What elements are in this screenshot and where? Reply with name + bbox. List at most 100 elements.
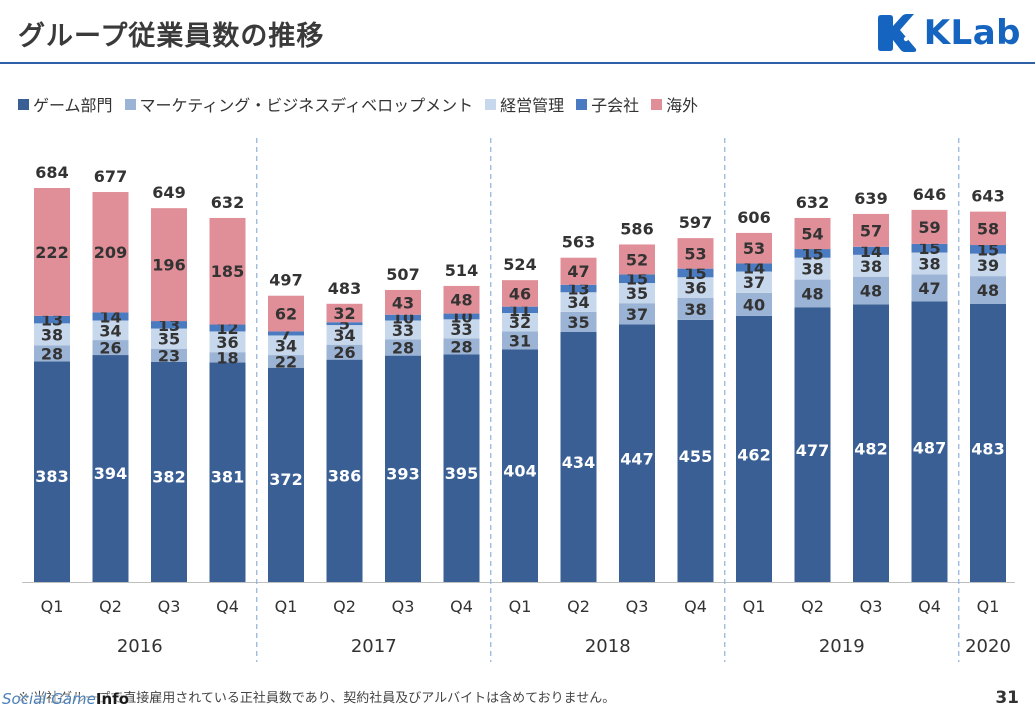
- data-label: 57: [860, 221, 882, 240]
- bar-segment: [502, 331, 538, 350]
- x-tick-label: Q1: [977, 597, 1000, 616]
- bar-segment: [619, 274, 655, 284]
- data-label: 483: [971, 439, 1004, 458]
- total-label: 483: [328, 279, 361, 298]
- bar-segment: [151, 328, 187, 349]
- bar-segment: [853, 254, 889, 277]
- data-label: 58: [977, 219, 999, 238]
- logo-text: KLab: [923, 13, 1021, 53]
- total-label: 524: [503, 255, 536, 274]
- data-label: 43: [392, 293, 414, 312]
- legend-item-management: 経営管理: [485, 92, 564, 116]
- bar-segment: [619, 244, 655, 275]
- watermark: Social GameInfo: [2, 690, 129, 708]
- bar-segment: [151, 361, 187, 582]
- bar-segment: [736, 271, 772, 293]
- bar-segment: [34, 345, 70, 362]
- legend-item-overseas: 海外: [651, 92, 698, 116]
- bar-segment: [385, 289, 421, 315]
- x-tick-label: Q4: [216, 597, 239, 616]
- bar-segment: [34, 323, 70, 346]
- x-tick-label: Q4: [684, 597, 707, 616]
- bar-segment: [326, 344, 363, 360]
- data-label: 32: [509, 313, 531, 332]
- bar-segment: [268, 331, 304, 336]
- data-label: 383: [35, 467, 68, 486]
- bar-segment: [853, 304, 889, 582]
- bar-segment: [151, 208, 187, 322]
- bar-segment: [502, 349, 538, 582]
- bar-segment: [970, 253, 1006, 277]
- bar-segment: [794, 279, 831, 308]
- bar-segment: [92, 192, 129, 313]
- bar-segment: [209, 217, 246, 325]
- data-label: 15: [684, 264, 706, 283]
- data-label: 47: [918, 279, 940, 298]
- x-tick-label: Q1: [275, 597, 298, 616]
- data-label: 37: [743, 273, 765, 292]
- bar-segment: [34, 188, 70, 316]
- data-label: 222: [35, 243, 68, 262]
- bar-segment: [794, 217, 831, 250]
- bar-segment: [151, 321, 187, 329]
- legend-swatch-subsidiary: [576, 98, 588, 110]
- bar-segment: [853, 246, 889, 255]
- bar-segment: [911, 243, 948, 253]
- total-label: 606: [737, 208, 770, 227]
- legend-label-game: ゲーム部門: [33, 96, 113, 115]
- data-label: 395: [445, 464, 478, 483]
- bar-segment: [268, 367, 304, 582]
- bar-segment: [209, 324, 246, 332]
- bar-segment: [385, 339, 421, 356]
- data-label: 462: [737, 445, 770, 464]
- bar-segment: [560, 292, 597, 312]
- page-title: グループ従業員数の推移: [18, 21, 325, 52]
- legend-label-management: 経営管理: [500, 96, 565, 115]
- data-label: 46: [509, 284, 531, 303]
- legend-item-subsidiary: 子会社: [576, 92, 639, 116]
- bar-segment: [736, 315, 772, 582]
- data-label: 196: [152, 256, 185, 275]
- bar-segment: [677, 319, 714, 582]
- data-label: 26: [333, 343, 355, 362]
- bar-segment: [209, 331, 246, 353]
- bar-segment: [794, 249, 831, 258]
- data-label: 48: [450, 291, 472, 310]
- bar-segment: [151, 348, 187, 362]
- data-label: 38: [41, 325, 63, 344]
- total-label: 563: [562, 233, 595, 252]
- bar-segment: [677, 268, 714, 278]
- bar-segment: [677, 277, 714, 299]
- data-label: 434: [562, 453, 595, 472]
- bar-segment: [326, 359, 363, 582]
- year-label: 2017: [351, 636, 397, 657]
- data-label: 38: [860, 257, 882, 276]
- data-label: 40: [743, 295, 765, 314]
- x-tick-label: Q1: [41, 597, 64, 616]
- legend-swatch-management: [485, 98, 497, 110]
- bar-segment: [911, 301, 948, 582]
- data-label: 48: [977, 281, 999, 300]
- page-number: 31: [995, 688, 1019, 708]
- data-label: 38: [801, 260, 823, 279]
- x-tick-label: Q2: [333, 597, 356, 616]
- total-label: 632: [211, 193, 244, 212]
- legend-swatch-overseas: [651, 98, 663, 110]
- data-label: 35: [158, 330, 180, 349]
- company-logo: KLab: [876, 12, 1021, 54]
- bar-segment: [619, 303, 655, 325]
- data-label: 15: [801, 244, 823, 263]
- data-label: 185: [211, 262, 244, 281]
- bar-segment: [677, 238, 714, 269]
- data-label: 34: [275, 336, 297, 355]
- stacked-bar-chart: 2016 2017 2018 2019 2020383283813222684Q1394…: [22, 138, 1015, 662]
- data-label: 447: [620, 449, 653, 468]
- bar-segment: [677, 298, 714, 320]
- bar-segment: [502, 312, 538, 332]
- total-label: 639: [854, 189, 887, 208]
- data-label: 15: [626, 270, 648, 289]
- bar-segment: [385, 314, 421, 321]
- data-label: 33: [392, 321, 414, 340]
- legend-label-overseas: 海外: [666, 96, 699, 115]
- footnote: ※ 当社グループで直接雇用されている正社員数であり、契約社員及びアルバイトは含め…: [18, 691, 616, 706]
